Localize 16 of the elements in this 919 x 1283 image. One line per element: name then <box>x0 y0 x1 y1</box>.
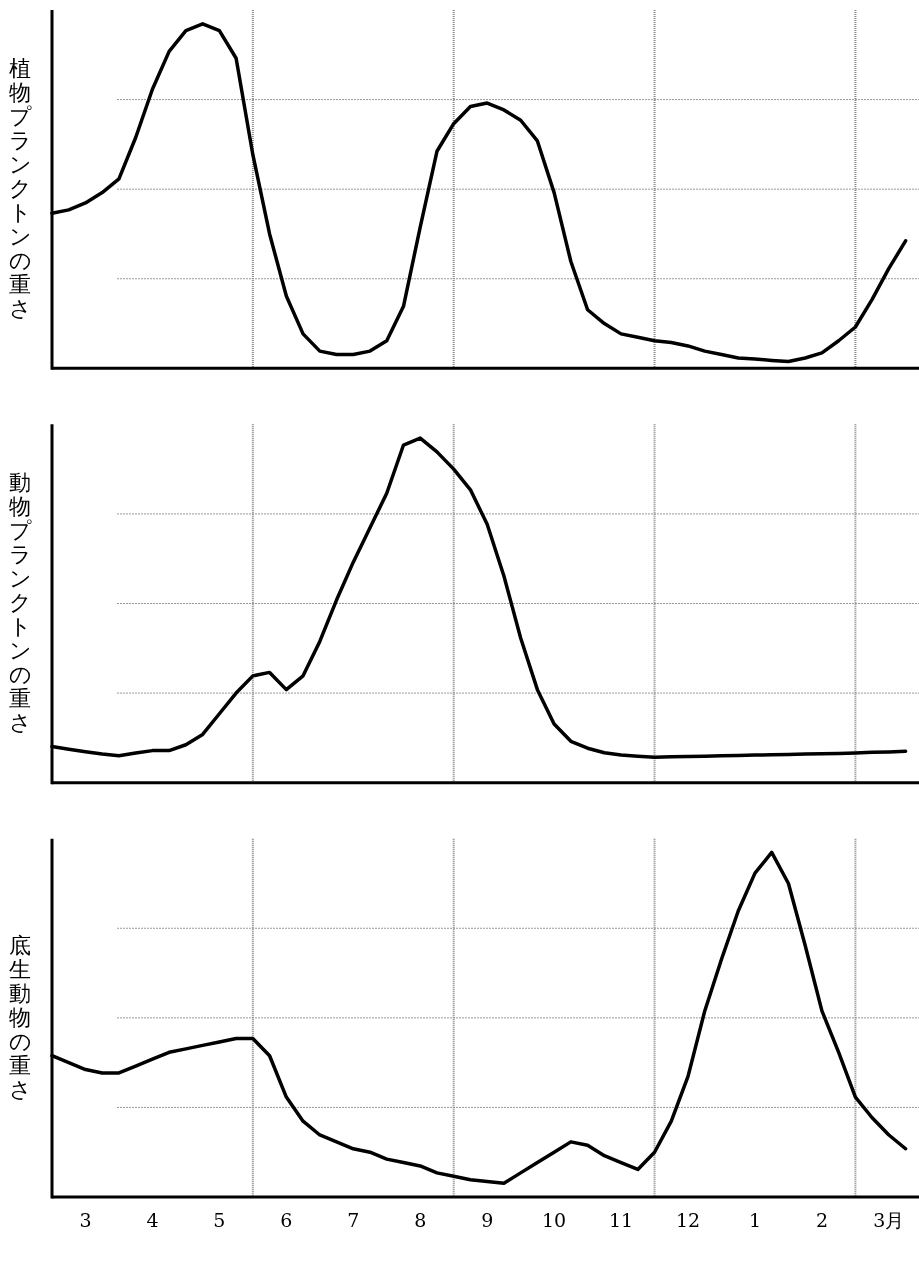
y-axis-title: 底生動物の重さ <box>8 932 32 1102</box>
x-tick-label: 8 <box>414 1209 427 1231</box>
x-tick-label: 5 <box>213 1209 226 1231</box>
x-tick-label: 3月 <box>873 1209 905 1231</box>
x-tick-label: 11 <box>608 1209 634 1231</box>
x-tick-label: 6 <box>280 1209 293 1231</box>
text: 植物プランクトンの重さ <box>8 55 32 321</box>
x-tick-label: 2 <box>815 1209 828 1231</box>
x-tick-label: 7 <box>347 1209 360 1231</box>
x-tick-label: 3 <box>79 1209 92 1231</box>
text: 動物プランクトンの重さ <box>8 470 32 736</box>
x-tick-label: 9 <box>481 1209 494 1231</box>
x-tick-label: 1 <box>748 1209 762 1231</box>
x-tick-label: 4 <box>146 1209 159 1231</box>
x-tick-label: 10 <box>542 1209 567 1231</box>
x-tick-label: 12 <box>675 1209 701 1231</box>
